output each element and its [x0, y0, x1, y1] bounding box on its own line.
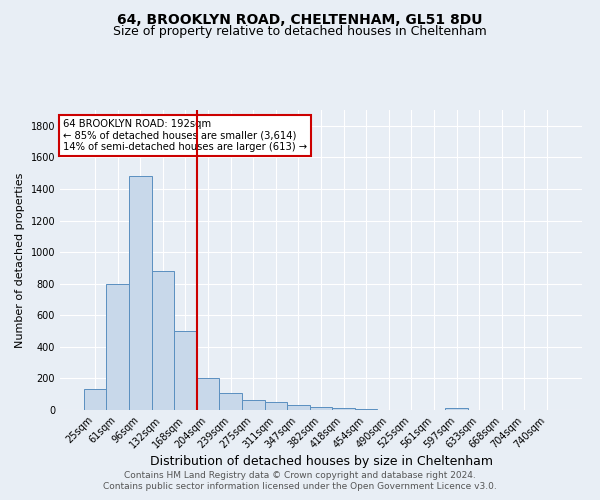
Bar — [106, 284, 129, 410]
Bar — [84, 390, 106, 410]
Text: 64 BROOKLYN ROAD: 192sqm
← 85% of detached houses are smaller (3,614)
14% of sem: 64 BROOKLYN ROAD: 192sqm ← 85% of detach… — [62, 119, 307, 152]
Text: Contains HM Land Registry data © Crown copyright and database right 2024.: Contains HM Land Registry data © Crown c… — [124, 471, 476, 480]
Bar — [129, 176, 152, 410]
Text: Contains public sector information licensed under the Open Government Licence v3: Contains public sector information licen… — [103, 482, 497, 491]
Bar — [174, 331, 197, 410]
Y-axis label: Number of detached properties: Number of detached properties — [15, 172, 25, 348]
Bar — [445, 408, 468, 410]
Bar — [287, 405, 310, 410]
Bar — [242, 400, 265, 410]
Bar — [310, 407, 332, 410]
Text: Size of property relative to detached houses in Cheltenham: Size of property relative to detached ho… — [113, 25, 487, 38]
Bar — [332, 408, 355, 410]
Bar — [220, 394, 242, 410]
Bar — [152, 271, 174, 410]
Bar — [265, 402, 287, 410]
X-axis label: Distribution of detached houses by size in Cheltenham: Distribution of detached houses by size … — [149, 456, 493, 468]
Bar — [197, 378, 220, 410]
Bar — [355, 409, 377, 410]
Text: 64, BROOKLYN ROAD, CHELTENHAM, GL51 8DU: 64, BROOKLYN ROAD, CHELTENHAM, GL51 8DU — [117, 12, 483, 26]
